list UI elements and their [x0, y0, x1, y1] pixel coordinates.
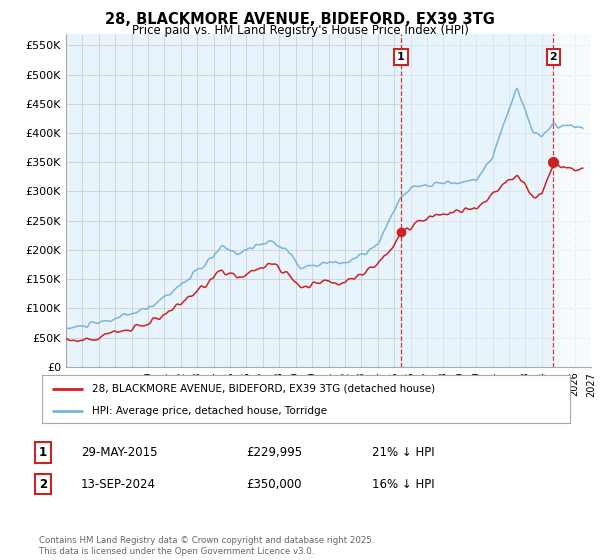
- Text: Contains HM Land Registry data © Crown copyright and database right 2025.
This d: Contains HM Land Registry data © Crown c…: [39, 536, 374, 556]
- Text: 28, BLACKMORE AVENUE, BIDEFORD, EX39 3TG (detached house): 28, BLACKMORE AVENUE, BIDEFORD, EX39 3TG…: [92, 384, 435, 394]
- Text: £229,995: £229,995: [246, 446, 302, 459]
- Text: 21% ↓ HPI: 21% ↓ HPI: [372, 446, 434, 459]
- Text: £350,000: £350,000: [246, 478, 302, 491]
- Bar: [401, 34, 553, 367]
- Text: Price paid vs. HM Land Registry's House Price Index (HPI): Price paid vs. HM Land Registry's House …: [131, 24, 469, 36]
- Text: 13-SEP-2024: 13-SEP-2024: [81, 478, 156, 491]
- Text: 2: 2: [39, 478, 47, 491]
- Text: HPI: Average price, detached house, Torridge: HPI: Average price, detached house, Torr…: [92, 406, 327, 416]
- Text: 1: 1: [39, 446, 47, 459]
- Text: 2: 2: [550, 52, 557, 62]
- Bar: [553, 34, 591, 367]
- Text: 28, BLACKMORE AVENUE, BIDEFORD, EX39 3TG: 28, BLACKMORE AVENUE, BIDEFORD, EX39 3TG: [105, 12, 495, 27]
- Text: 29-MAY-2015: 29-MAY-2015: [81, 446, 157, 459]
- Text: 1: 1: [397, 52, 405, 62]
- Text: 16% ↓ HPI: 16% ↓ HPI: [372, 478, 434, 491]
